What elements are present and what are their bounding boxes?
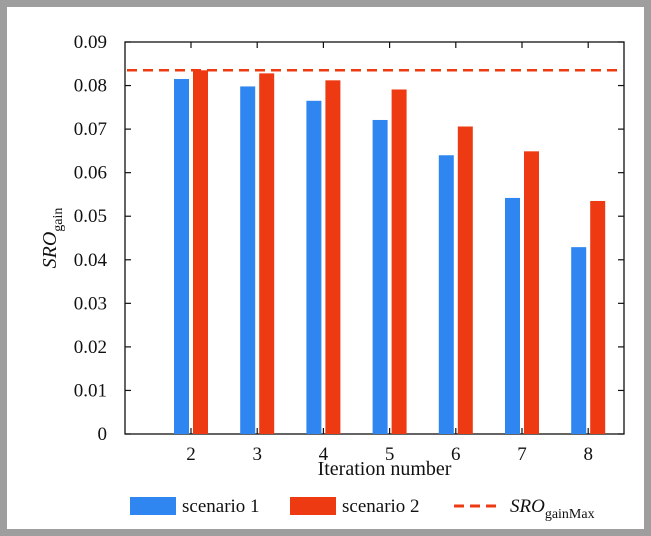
bar-scenario-1-7 bbox=[505, 197, 520, 434]
bar-scenario-1-5 bbox=[372, 119, 388, 434]
y-tick-label: 0 bbox=[98, 424, 108, 445]
x-tick-label: 2 bbox=[186, 444, 196, 465]
bar-scenario-2-4 bbox=[325, 80, 341, 434]
bar-scenario-1-3 bbox=[240, 86, 256, 434]
legend-label-reference-line: SROgainMax bbox=[510, 496, 595, 522]
y-tick-label: 0.06 bbox=[74, 163, 107, 184]
legend-swatch-scenario-2 bbox=[290, 497, 336, 515]
legend-label-reference-sub: gainMax bbox=[545, 507, 595, 522]
bar-scenario-1-4 bbox=[306, 100, 322, 435]
x-axis-title: Iteration number bbox=[318, 458, 452, 480]
y-axis-title-sub: gain bbox=[51, 208, 66, 232]
legend-label-scenario-2: scenario 2 bbox=[342, 496, 420, 517]
bar-scenario-2-6 bbox=[457, 126, 473, 435]
y-tick-label: 0.08 bbox=[74, 76, 107, 97]
y-tick-label: 0.02 bbox=[74, 337, 107, 358]
legend-swatch-scenario-1 bbox=[130, 497, 176, 515]
y-axis-title-base: SRO bbox=[39, 232, 61, 269]
bar-scenario-1-6 bbox=[438, 155, 454, 434]
y-tick-label: 0.07 bbox=[74, 119, 107, 140]
y-axis-title: SROgain bbox=[39, 208, 66, 269]
x-tick-label: 3 bbox=[252, 444, 262, 465]
y-tick-label: 0.09 bbox=[74, 32, 107, 53]
bar-scenario-2-8 bbox=[590, 200, 606, 434]
x-tick-label: 6 bbox=[451, 444, 461, 465]
legend-label-scenario-1: scenario 1 bbox=[182, 496, 260, 517]
x-tick-label: 7 bbox=[517, 444, 527, 465]
y-tick-label: 0.01 bbox=[74, 380, 107, 401]
y-tick-label: 0.05 bbox=[74, 206, 107, 227]
x-tick-label: 4 bbox=[319, 444, 329, 465]
bar-scenario-1-2 bbox=[174, 79, 189, 435]
x-tick-label: 5 bbox=[385, 444, 395, 465]
bar-scenario-2-3 bbox=[259, 73, 275, 435]
y-tick-label: 0.04 bbox=[74, 250, 108, 271]
bar-scenario-2-2 bbox=[193, 70, 208, 435]
y-tick-label: 0.03 bbox=[74, 293, 107, 314]
bar-scenario-2-7 bbox=[524, 151, 539, 434]
bar-scenario-1-8 bbox=[571, 247, 587, 434]
bar-scenario-2-5 bbox=[391, 89, 407, 434]
legend-label-reference-base: SRO bbox=[510, 496, 545, 517]
x-tick-label: 8 bbox=[583, 444, 593, 465]
